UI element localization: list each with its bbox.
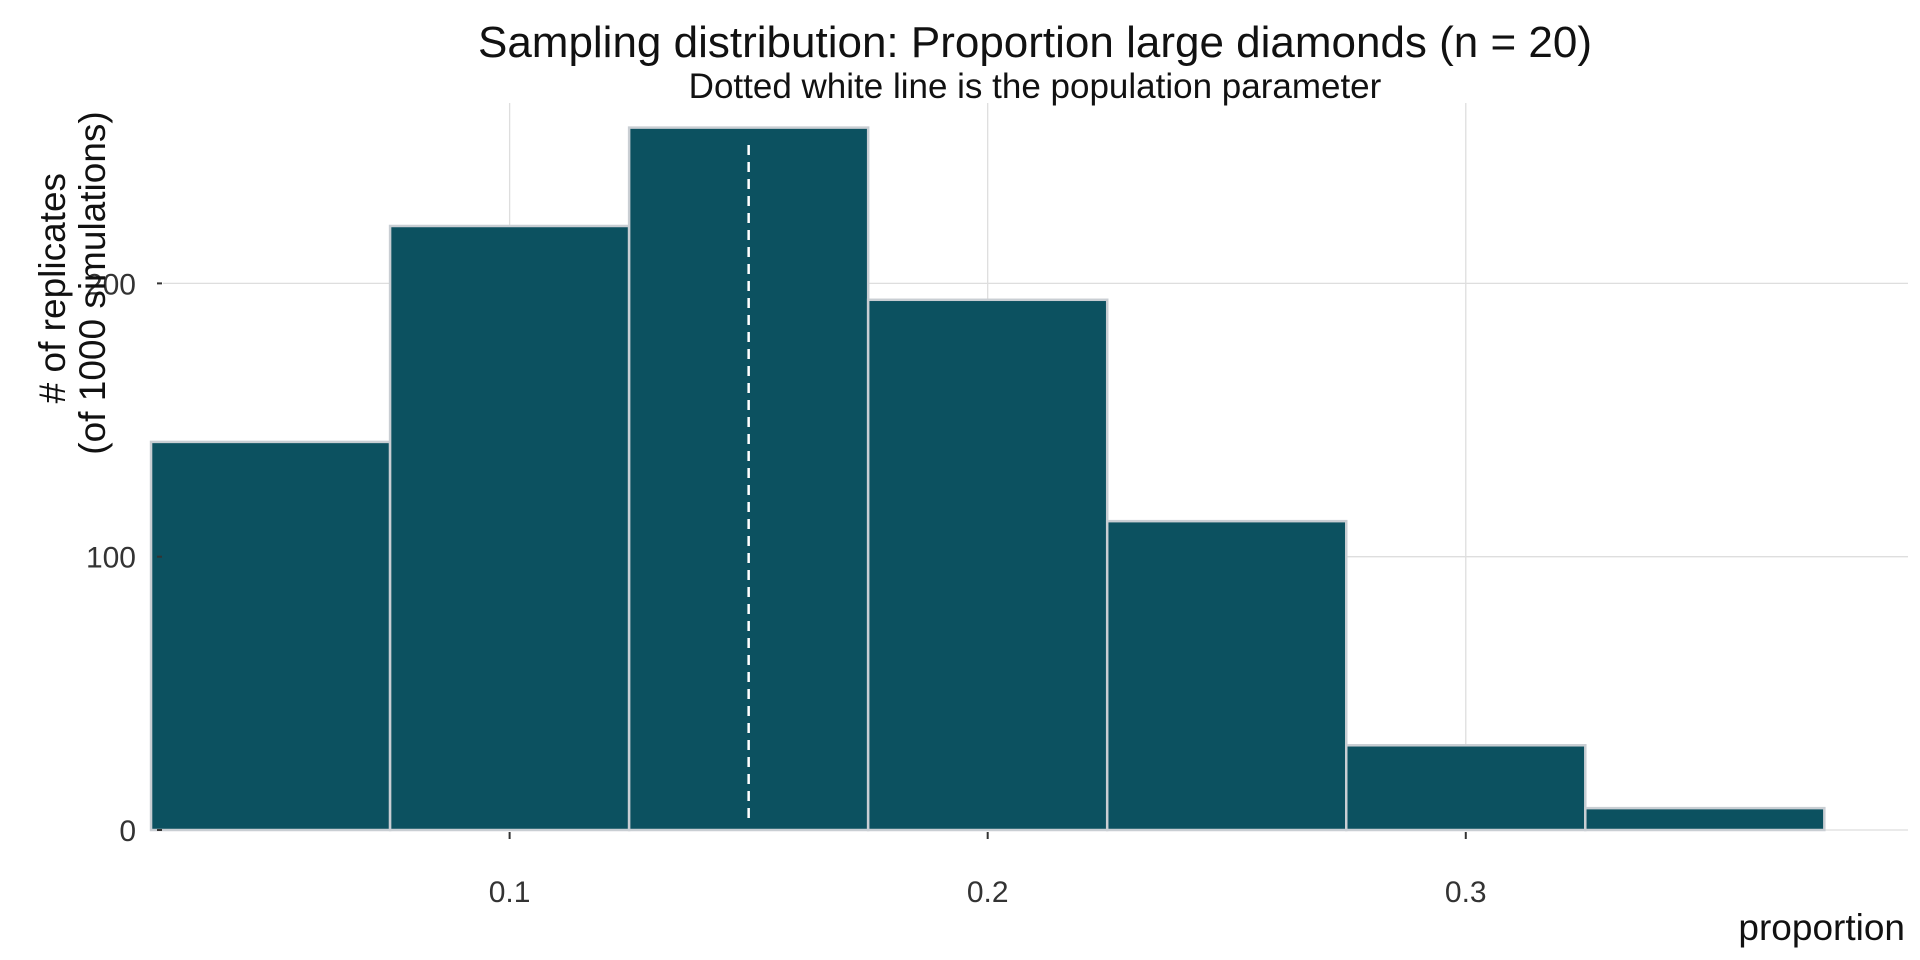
x-tick-label: 0.2 <box>967 876 1009 909</box>
chart-subtitle: Dotted white line is the population para… <box>689 67 1382 106</box>
histogram-bar <box>1584 806 1826 832</box>
y-tick-label: 200 <box>86 268 136 301</box>
histogram-bar <box>149 440 392 832</box>
x-tick-label: 0.1 <box>489 876 531 909</box>
y-axis-title: # of replicates (of 1000 simulations) <box>32 111 113 454</box>
x-axis-title: proportion <box>1738 907 1905 948</box>
axis-ticks: 0 100 200 0.1 0.2 0.3 <box>86 268 1487 909</box>
chart-title: Sampling distribution: Proportion large … <box>478 18 1592 67</box>
histogram-bar <box>866 298 1109 832</box>
y-tick-label: 0 <box>119 815 136 848</box>
x-tick-label: 0.3 <box>1445 876 1487 909</box>
y-axis-title-line-1: # of replicates <box>32 173 73 403</box>
y-tick-label: 100 <box>86 542 136 575</box>
histogram-bar <box>1345 744 1587 832</box>
histogram-bar <box>388 224 631 832</box>
y-axis-title-line-2: (of 1000 simulations) <box>72 111 113 454</box>
histogram-bar <box>1105 519 1348 832</box>
